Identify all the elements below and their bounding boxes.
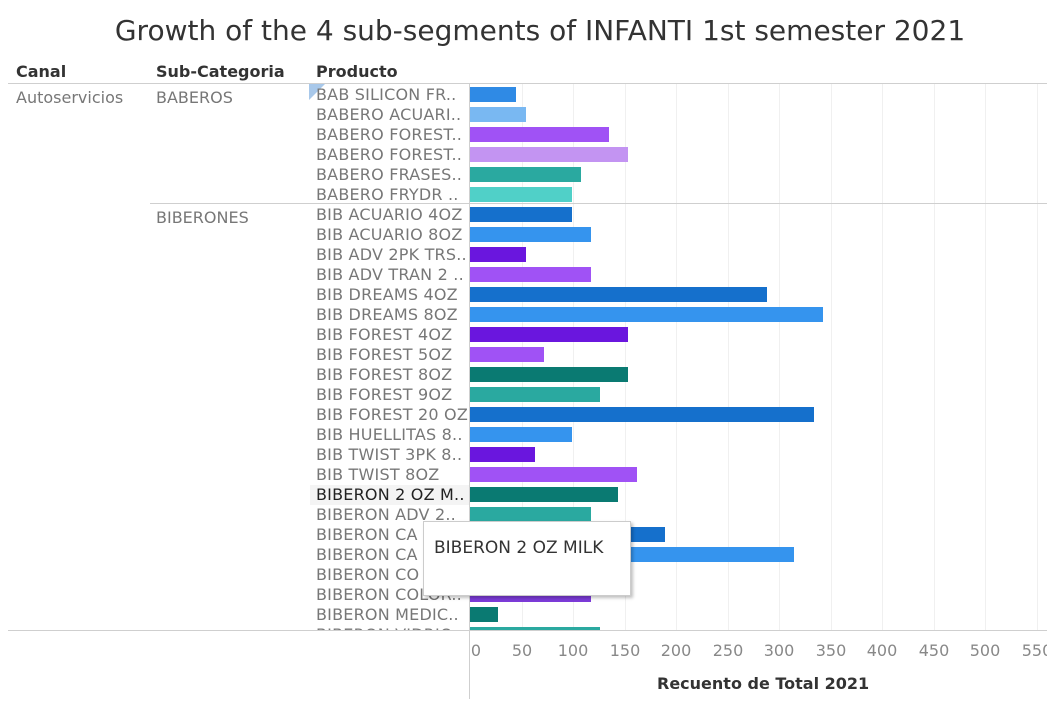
bar[interactable] — [470, 127, 609, 142]
bar[interactable] — [470, 607, 498, 622]
column-header-producto[interactable]: Producto — [316, 62, 398, 81]
product-label[interactable]: BIBERON VIDRIO.. — [316, 625, 470, 630]
bar[interactable] — [470, 427, 572, 442]
gridline — [1037, 84, 1038, 630]
x-tick-label: 0 — [470, 641, 482, 660]
gridline — [625, 84, 626, 630]
gridline — [573, 84, 574, 630]
x-tick-label: 350 — [815, 641, 847, 660]
x-axis-label: Recuento de Total 2021 — [657, 674, 870, 693]
bar[interactable] — [470, 327, 628, 342]
product-label[interactable]: BIB FOREST 4OZ — [316, 325, 453, 344]
subcategory-label: BIBERONES — [156, 208, 249, 227]
bar[interactable] — [470, 147, 628, 162]
x-tick-label: 400 — [866, 641, 898, 660]
product-label[interactable]: BIB FOREST 5OZ — [316, 345, 453, 364]
gridline — [779, 84, 780, 630]
product-label[interactable]: BIB ADV TRAN 2 .. — [316, 265, 464, 284]
product-label[interactable]: BIB ADV 2PK TRS.. — [316, 245, 467, 264]
product-label[interactable]: BIB DREAMS 8OZ — [316, 305, 458, 324]
product-label[interactable]: BIBERON CO — [316, 565, 420, 584]
bar[interactable] — [470, 347, 544, 362]
bar[interactable] — [470, 367, 628, 382]
product-label[interactable]: BIB FOREST 8OZ — [316, 365, 453, 384]
x-tick-label: 500 — [969, 641, 1001, 660]
value-axis-line — [469, 83, 470, 699]
bar[interactable] — [470, 307, 823, 322]
bar[interactable] — [470, 627, 600, 630]
gridline — [985, 84, 986, 630]
product-label[interactable]: BIB HUELLITAS 8.. — [316, 425, 463, 444]
product-label[interactable]: BIB ACUARIO 8OZ — [316, 225, 463, 244]
subcategory-label: BABEROS — [156, 88, 233, 107]
bar[interactable] — [470, 167, 581, 182]
bar[interactable] — [470, 467, 637, 482]
x-tick-label: 300 — [763, 641, 795, 660]
column-header-subcategoria[interactable]: Sub-Categoria — [156, 62, 285, 81]
gridline — [728, 84, 729, 630]
bar[interactable] — [470, 387, 600, 402]
bar[interactable] — [470, 107, 526, 122]
bar[interactable] — [470, 87, 516, 102]
product-label[interactable]: BIBERON MEDIC.. — [316, 605, 459, 624]
product-label[interactable]: BIB FOREST 20 OZ — [316, 405, 468, 424]
product-label[interactable]: BABERO FOREST.. — [316, 125, 463, 144]
axis-baseline — [8, 630, 1047, 631]
tooltip: BIBERON 2 OZ MILK — [423, 521, 631, 596]
bar[interactable] — [470, 247, 526, 262]
x-tick-label: 100 — [557, 641, 589, 660]
gridline — [882, 84, 883, 630]
product-label[interactable]: BIB DREAMS 4OZ — [316, 285, 458, 304]
bar[interactable] — [470, 447, 535, 462]
x-tick-label: 200 — [660, 641, 692, 660]
bar[interactable] — [470, 227, 591, 242]
tooltip-text: BIBERON 2 OZ MILK — [434, 538, 604, 558]
product-label[interactable]: BABERO ACUARI.. — [316, 105, 462, 124]
x-tick-label: 550 — [1021, 641, 1047, 660]
bar[interactable] — [470, 507, 591, 522]
product-label[interactable]: BIBERON CA — [316, 525, 418, 544]
bar[interactable] — [470, 267, 591, 282]
gridline — [831, 84, 832, 630]
bar[interactable] — [470, 287, 767, 302]
product-label[interactable]: BIBERON 2 OZ M.. — [310, 485, 470, 505]
row-marker-icon — [309, 84, 325, 100]
bar[interactable] — [470, 207, 572, 222]
canal-label: Autoservicios — [16, 88, 124, 107]
gridline — [934, 84, 935, 630]
gridline — [676, 84, 677, 630]
product-label[interactable]: BIBERON CA — [316, 545, 418, 564]
x-tick-label: 250 — [712, 641, 744, 660]
x-tick-label: 150 — [609, 641, 641, 660]
product-label[interactable]: BIBERON ADV 2.. — [316, 505, 456, 524]
product-label[interactable]: BIB TWIST 8OZ — [316, 465, 440, 484]
product-label[interactable]: BABERO FOREST.. — [316, 145, 463, 164]
product-label[interactable]: BIB FOREST 9OZ — [316, 385, 453, 404]
product-label[interactable]: BABERO FRASES.. — [316, 165, 463, 184]
product-label[interactable]: BABERO FRYDR .. — [316, 185, 459, 204]
x-tick-label: 50 — [511, 641, 533, 660]
bar[interactable] — [470, 187, 572, 202]
group-separator — [150, 203, 1047, 204]
chart-title: Growth of the 4 sub-segments of INFANTI … — [114, 14, 966, 47]
product-label[interactable]: BIB TWIST 3PK 8.. — [316, 445, 463, 464]
product-label[interactable]: BIB ACUARIO 4OZ — [316, 205, 463, 224]
header-divider — [8, 83, 1047, 84]
column-header-canal[interactable]: Canal — [16, 62, 67, 81]
bar[interactable] — [470, 487, 618, 502]
bar[interactable] — [470, 407, 814, 422]
x-tick-label: 450 — [918, 641, 950, 660]
product-label[interactable]: BAB SILICON FR.. — [316, 85, 457, 104]
